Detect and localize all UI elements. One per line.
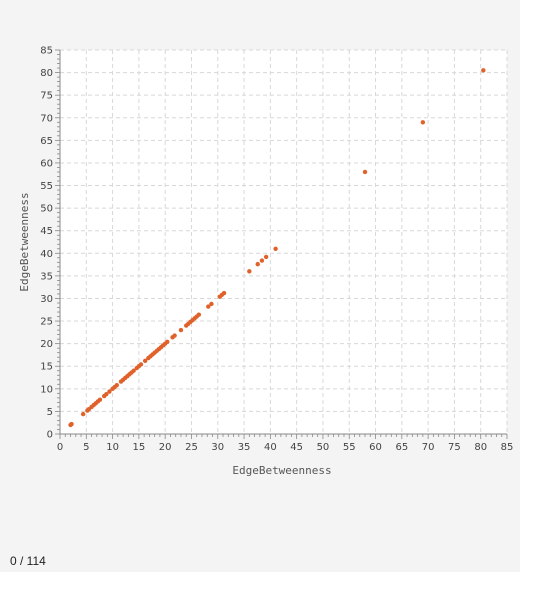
y-tick-label: 10 [40,384,53,395]
data-point [260,258,264,262]
data-point [81,412,85,416]
y-tick-label: 50 [40,204,53,215]
data-point [98,397,102,401]
x-tick-label: 85 [501,442,514,453]
x-tick-label: 60 [369,442,382,453]
x-tick-label: 5 [83,442,89,453]
data-point [115,383,119,387]
x-tick-label: 35 [238,442,251,453]
x-tick-label: 40 [264,442,277,453]
data-point [222,291,226,295]
data-point [172,333,176,337]
data-point [165,340,169,344]
scatter-chart: 0 5 10 15 20 25 30 35 40 45 50 55 60 65 70 75 80 85 0 5 10 15… [0,0,520,520]
y-tick-label: 60 [40,158,53,169]
selection-counter: 0 / 114 [10,554,46,568]
data-point [256,262,260,266]
x-tick-label: 10 [106,442,119,453]
y-tick-label: 70 [40,113,53,124]
y-tick-label: 65 [40,136,53,147]
data-point [273,247,277,251]
data-point [264,255,268,259]
x-tick-label: 30 [211,442,224,453]
y-tick-label: 40 [40,249,53,260]
x-tick-label: 50 [317,442,330,453]
x-tick-label: 55 [343,442,356,453]
chart-panel: 0 5 10 15 20 25 30 35 40 45 50 55 60 65 70 75 80 85 0 5 10 15… [0,0,520,572]
y-tick-label: 5 [47,407,53,418]
x-tick-label: 0 [57,442,63,453]
y-tick-label: 20 [40,339,53,350]
y-tick-label: 45 [40,226,53,237]
y-tick-label: 15 [40,362,53,373]
data-point [421,120,425,124]
x-tick-label: 45 [290,442,303,453]
x-axis-title: EdgeBetweenness [232,464,331,477]
y-tick-label: 30 [40,294,53,305]
y-axis-title: EdgeBetweenness [18,192,31,291]
y-tick-label: 35 [40,271,53,282]
y-tick-label: 25 [40,317,53,328]
y-tick-label: 55 [40,181,53,192]
x-tick-label: 75 [448,442,461,453]
y-tick-label: 80 [40,68,53,79]
data-point [69,422,73,426]
y-tick-label: 0 [47,430,53,441]
data-point [197,313,201,317]
data-point [481,68,485,72]
y-tick-label: 75 [40,91,53,102]
data-point [179,328,183,332]
x-tick-label: 20 [159,442,172,453]
y-tick-label: 85 [40,46,53,57]
data-point [247,269,251,273]
x-tick-label: 65 [395,442,408,453]
data-point [209,302,213,306]
x-tick-label: 70 [422,442,435,453]
x-tick-label: 15 [133,442,146,453]
data-point [139,362,143,366]
x-tick-label: 80 [474,442,487,453]
x-tick-label: 25 [185,442,198,453]
data-point [363,170,367,174]
